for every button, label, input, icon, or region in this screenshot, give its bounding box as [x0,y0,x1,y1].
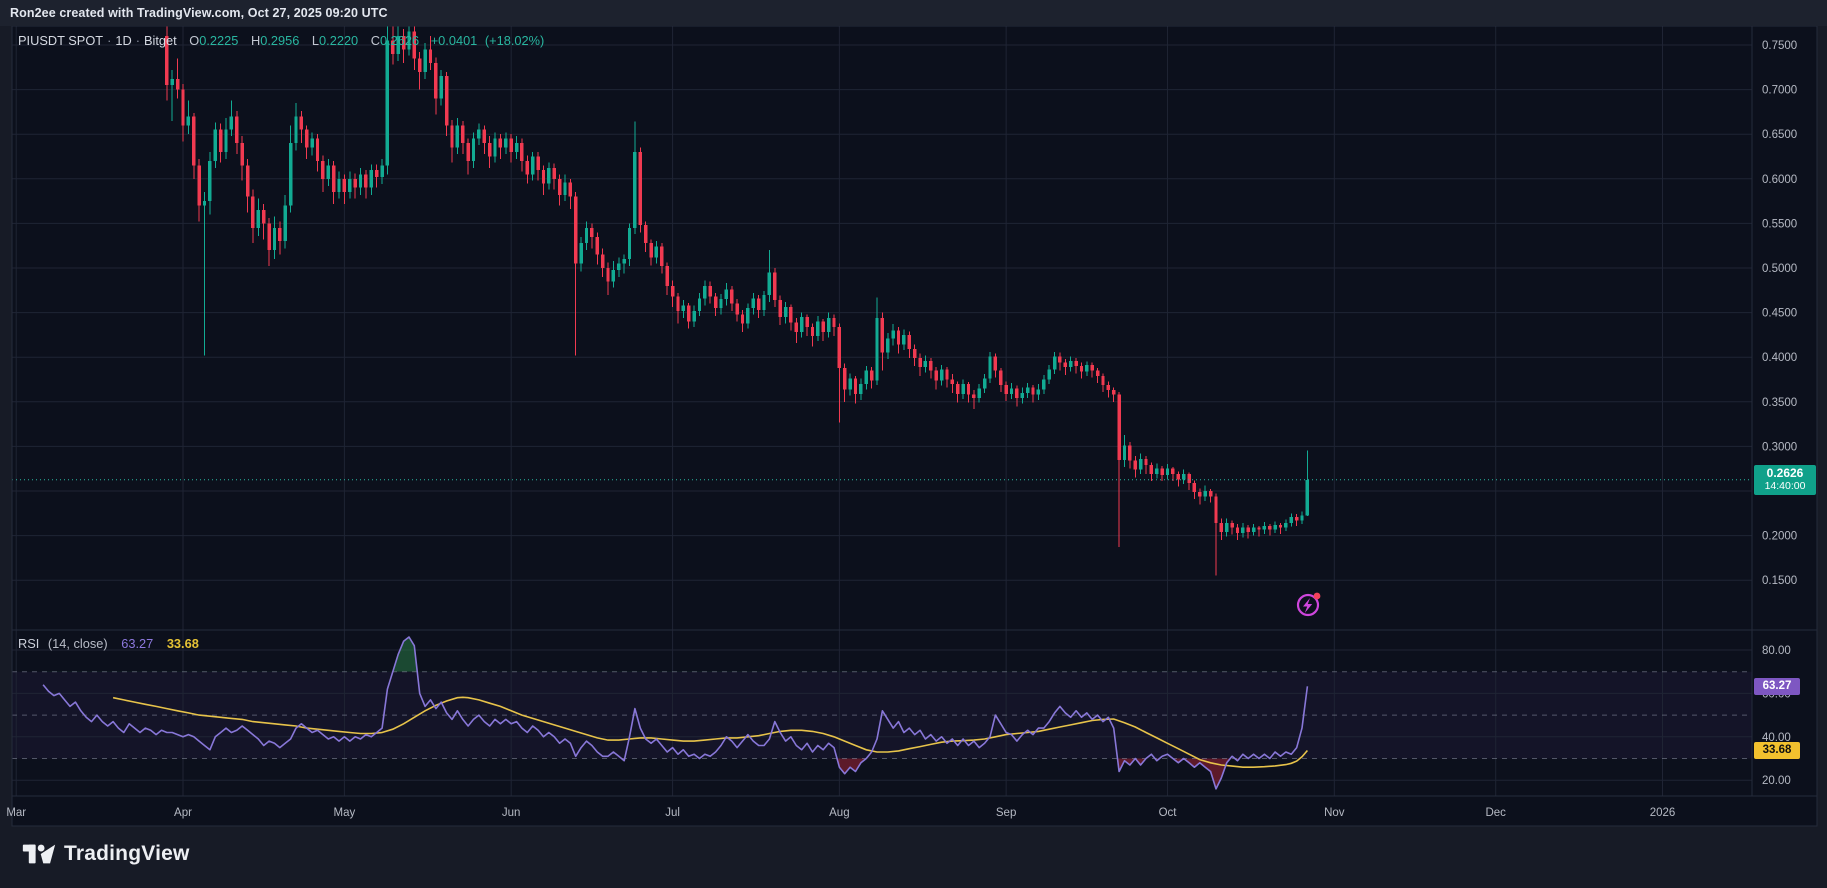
time-axis-label: Jul [665,807,680,819]
time-axis-label: Jun [502,807,521,819]
close-value: 0.2626 [379,33,420,48]
open-label: O [189,33,200,48]
time-axis-label: Dec [1485,807,1506,819]
price-axis-tick: 0.4000 [1762,352,1797,364]
time-axis[interactable] [12,796,1817,826]
price-axis-tick: 0.3500 [1762,397,1797,409]
rsi-axis-tick: 20.00 [1762,775,1791,787]
rsi-value-axis-label: 63.27 [1754,678,1800,695]
change-percent: (+18.02%) [484,33,545,48]
time-axis-label: Oct [1159,807,1178,819]
rsi-axis-tick: 80.00 [1762,645,1791,657]
rsi-ma-line [112,696,1309,769]
symbol-name[interactable]: PIUSDT SPOT [18,33,104,48]
price-axis-tick: 0.1500 [1762,575,1797,587]
price-axis-tick: 0.5500 [1762,218,1797,230]
quick-action-icon[interactable] [1290,586,1328,624]
rsi-ma-value: 33.68 [166,636,199,651]
rsi-title[interactable]: RSI [18,636,40,651]
icon-circle [1296,593,1320,617]
rsi-params: (14, close) [47,636,108,651]
rsi-axis-tick: 40.00 [1762,732,1791,744]
separator-dot: · [107,33,112,48]
rsi-legend[interactable]: RSI (14, close) 63.27 33.68 [18,636,199,651]
time-axis-label: Aug [829,807,849,819]
watermark-text: TradingView [64,842,190,865]
rsi-value: 63.27 [121,636,154,651]
price-axis-tick: 0.2000 [1762,531,1797,543]
price-axis-tick: 0.6000 [1762,174,1797,186]
time-axis-label: Mar [6,807,26,819]
attribution-text: Ron2ee created with TradingView.com, Oct… [10,6,388,20]
time-axis-label: May [334,807,356,819]
price-axis-tick: 0.7500 [1762,40,1797,52]
lightning-bolt-icon [1303,598,1313,613]
high-value: 0.2956 [260,33,300,48]
exchange-label[interactable]: Bitget [143,33,177,48]
pane-separators [11,25,1818,827]
symbol-legend[interactable]: PIUSDT SPOT · 1D · Bitget O0.2225 H0.2956 L0… [18,33,544,48]
time-axis-label: 2026 [1650,807,1676,819]
current-price-label: 0.2626 14:40:00 [1754,465,1816,495]
interval-label[interactable]: 1D [115,33,132,48]
notification-dot [1313,592,1321,600]
low-label: L [311,33,320,48]
rsi-ma-axis-text: 33.68 [1762,744,1792,756]
rsi-overbought-fill [392,637,418,672]
price-axis-tick: 0.5000 [1762,263,1797,275]
time-axis-label: Apr [174,807,192,819]
tradingview-logo-icon [22,844,56,864]
rsi-ma-axis-label: 33.68 [1754,742,1800,759]
attribution-bar: Ron2ee created with TradingView.com, Oct… [0,0,1827,26]
low-value: 0.2220 [319,33,359,48]
price-axis-tick: 0.4500 [1762,308,1797,320]
current-price-value: 0.2626 [1766,466,1804,480]
price-axis-tick: 0.7000 [1762,85,1797,97]
rsi-value-axis-text: 63.27 [1762,680,1792,692]
candlestick-series[interactable] [165,18,1310,576]
change-value: +0.0401 [430,33,478,48]
high-label: H [250,33,261,48]
tradingview-watermark[interactable]: TradingView [22,841,190,867]
price-axis-tick: 0.3000 [1762,441,1797,453]
open-value: 0.2225 [199,33,239,48]
bar-countdown: 14:40:00 [1764,480,1806,492]
time-axis-label: Nov [1324,807,1345,819]
rsi-line [42,636,1309,790]
close-label: C [370,33,380,48]
separator-dot: · [135,33,140,48]
time-axis-label: Sep [996,807,1016,819]
chart-background [12,26,1817,826]
price-axis-tick: 0.6500 [1762,129,1797,141]
